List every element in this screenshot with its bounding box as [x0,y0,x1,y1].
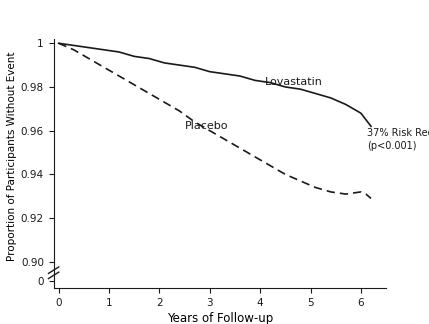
X-axis label: Years of Follow-up: Years of Follow-up [167,312,273,324]
Text: 37% Risk Reduction
(p<0.001): 37% Risk Reduction (p<0.001) [367,128,429,151]
Text: Lovastatin: Lovastatin [265,77,323,87]
Y-axis label: Proportion of Participants Without Event: Proportion of Participants Without Event [6,51,17,260]
Text: Placebo: Placebo [184,121,228,131]
